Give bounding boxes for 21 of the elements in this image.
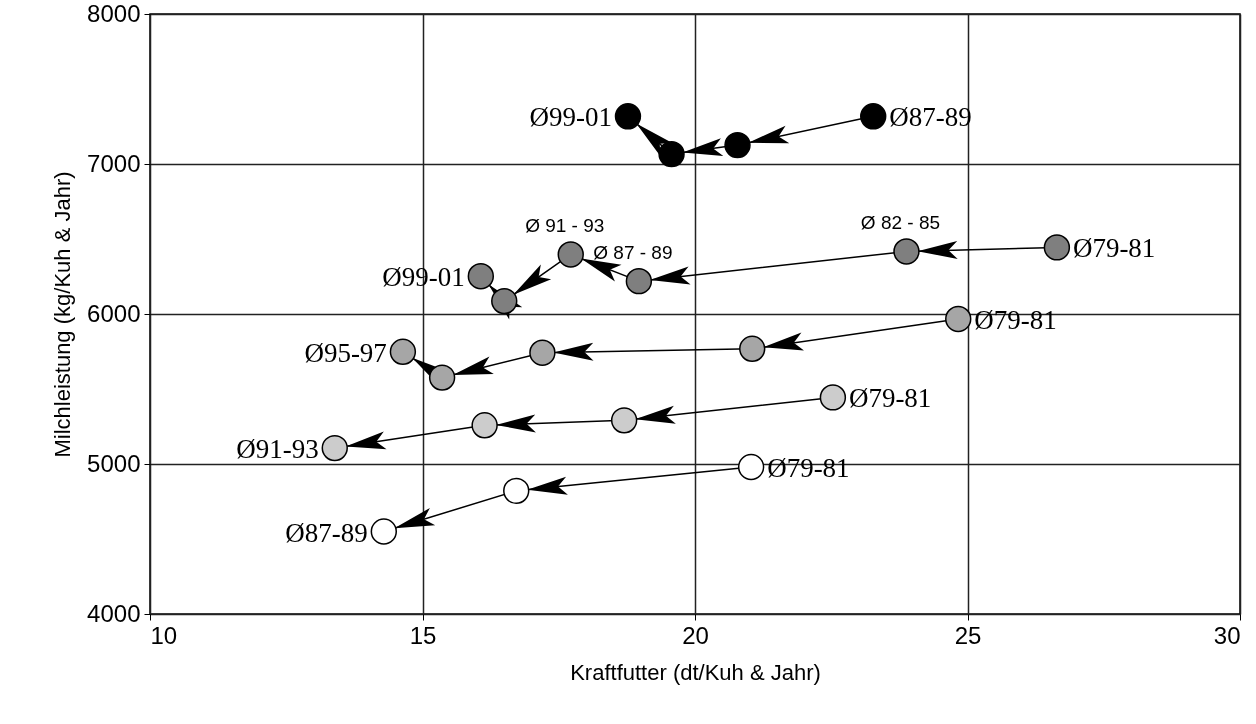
- annotation: Ø 82 - 85: [860, 212, 941, 234]
- y-axis-title: Milchleistung (kg/Kuh & Jahr): [50, 171, 76, 458]
- y-tick-label: 4000: [87, 599, 141, 627]
- annotation: Ø79-81: [1072, 233, 1156, 264]
- annotation: Ø 91 - 93: [525, 215, 605, 237]
- x-tick-label: 10: [150, 621, 178, 649]
- annotation: Ø91-93: [236, 434, 319, 465]
- y-tick-label: 6000: [87, 299, 141, 327]
- x-axis-title: Kraftfutter (dt/Kuh & Jahr): [570, 659, 821, 685]
- x-tick-label: 15: [409, 621, 437, 649]
- x-tick-label: 20: [682, 621, 709, 649]
- annotation: Ø99-01: [529, 102, 612, 133]
- y-tick-label: 7000: [87, 149, 141, 177]
- y-tick-label: 8000: [87, 0, 141, 27]
- annotation: Ø79-81: [848, 383, 932, 414]
- x-tick-label: 30: [1213, 621, 1241, 649]
- y-tick-label: 5000: [87, 449, 141, 477]
- x-tick-label: 25: [954, 621, 982, 649]
- annotation: Ø87-89: [285, 517, 368, 548]
- annotation: Ø95-97: [304, 337, 387, 368]
- annotation: Ø 87 - 89: [593, 242, 673, 264]
